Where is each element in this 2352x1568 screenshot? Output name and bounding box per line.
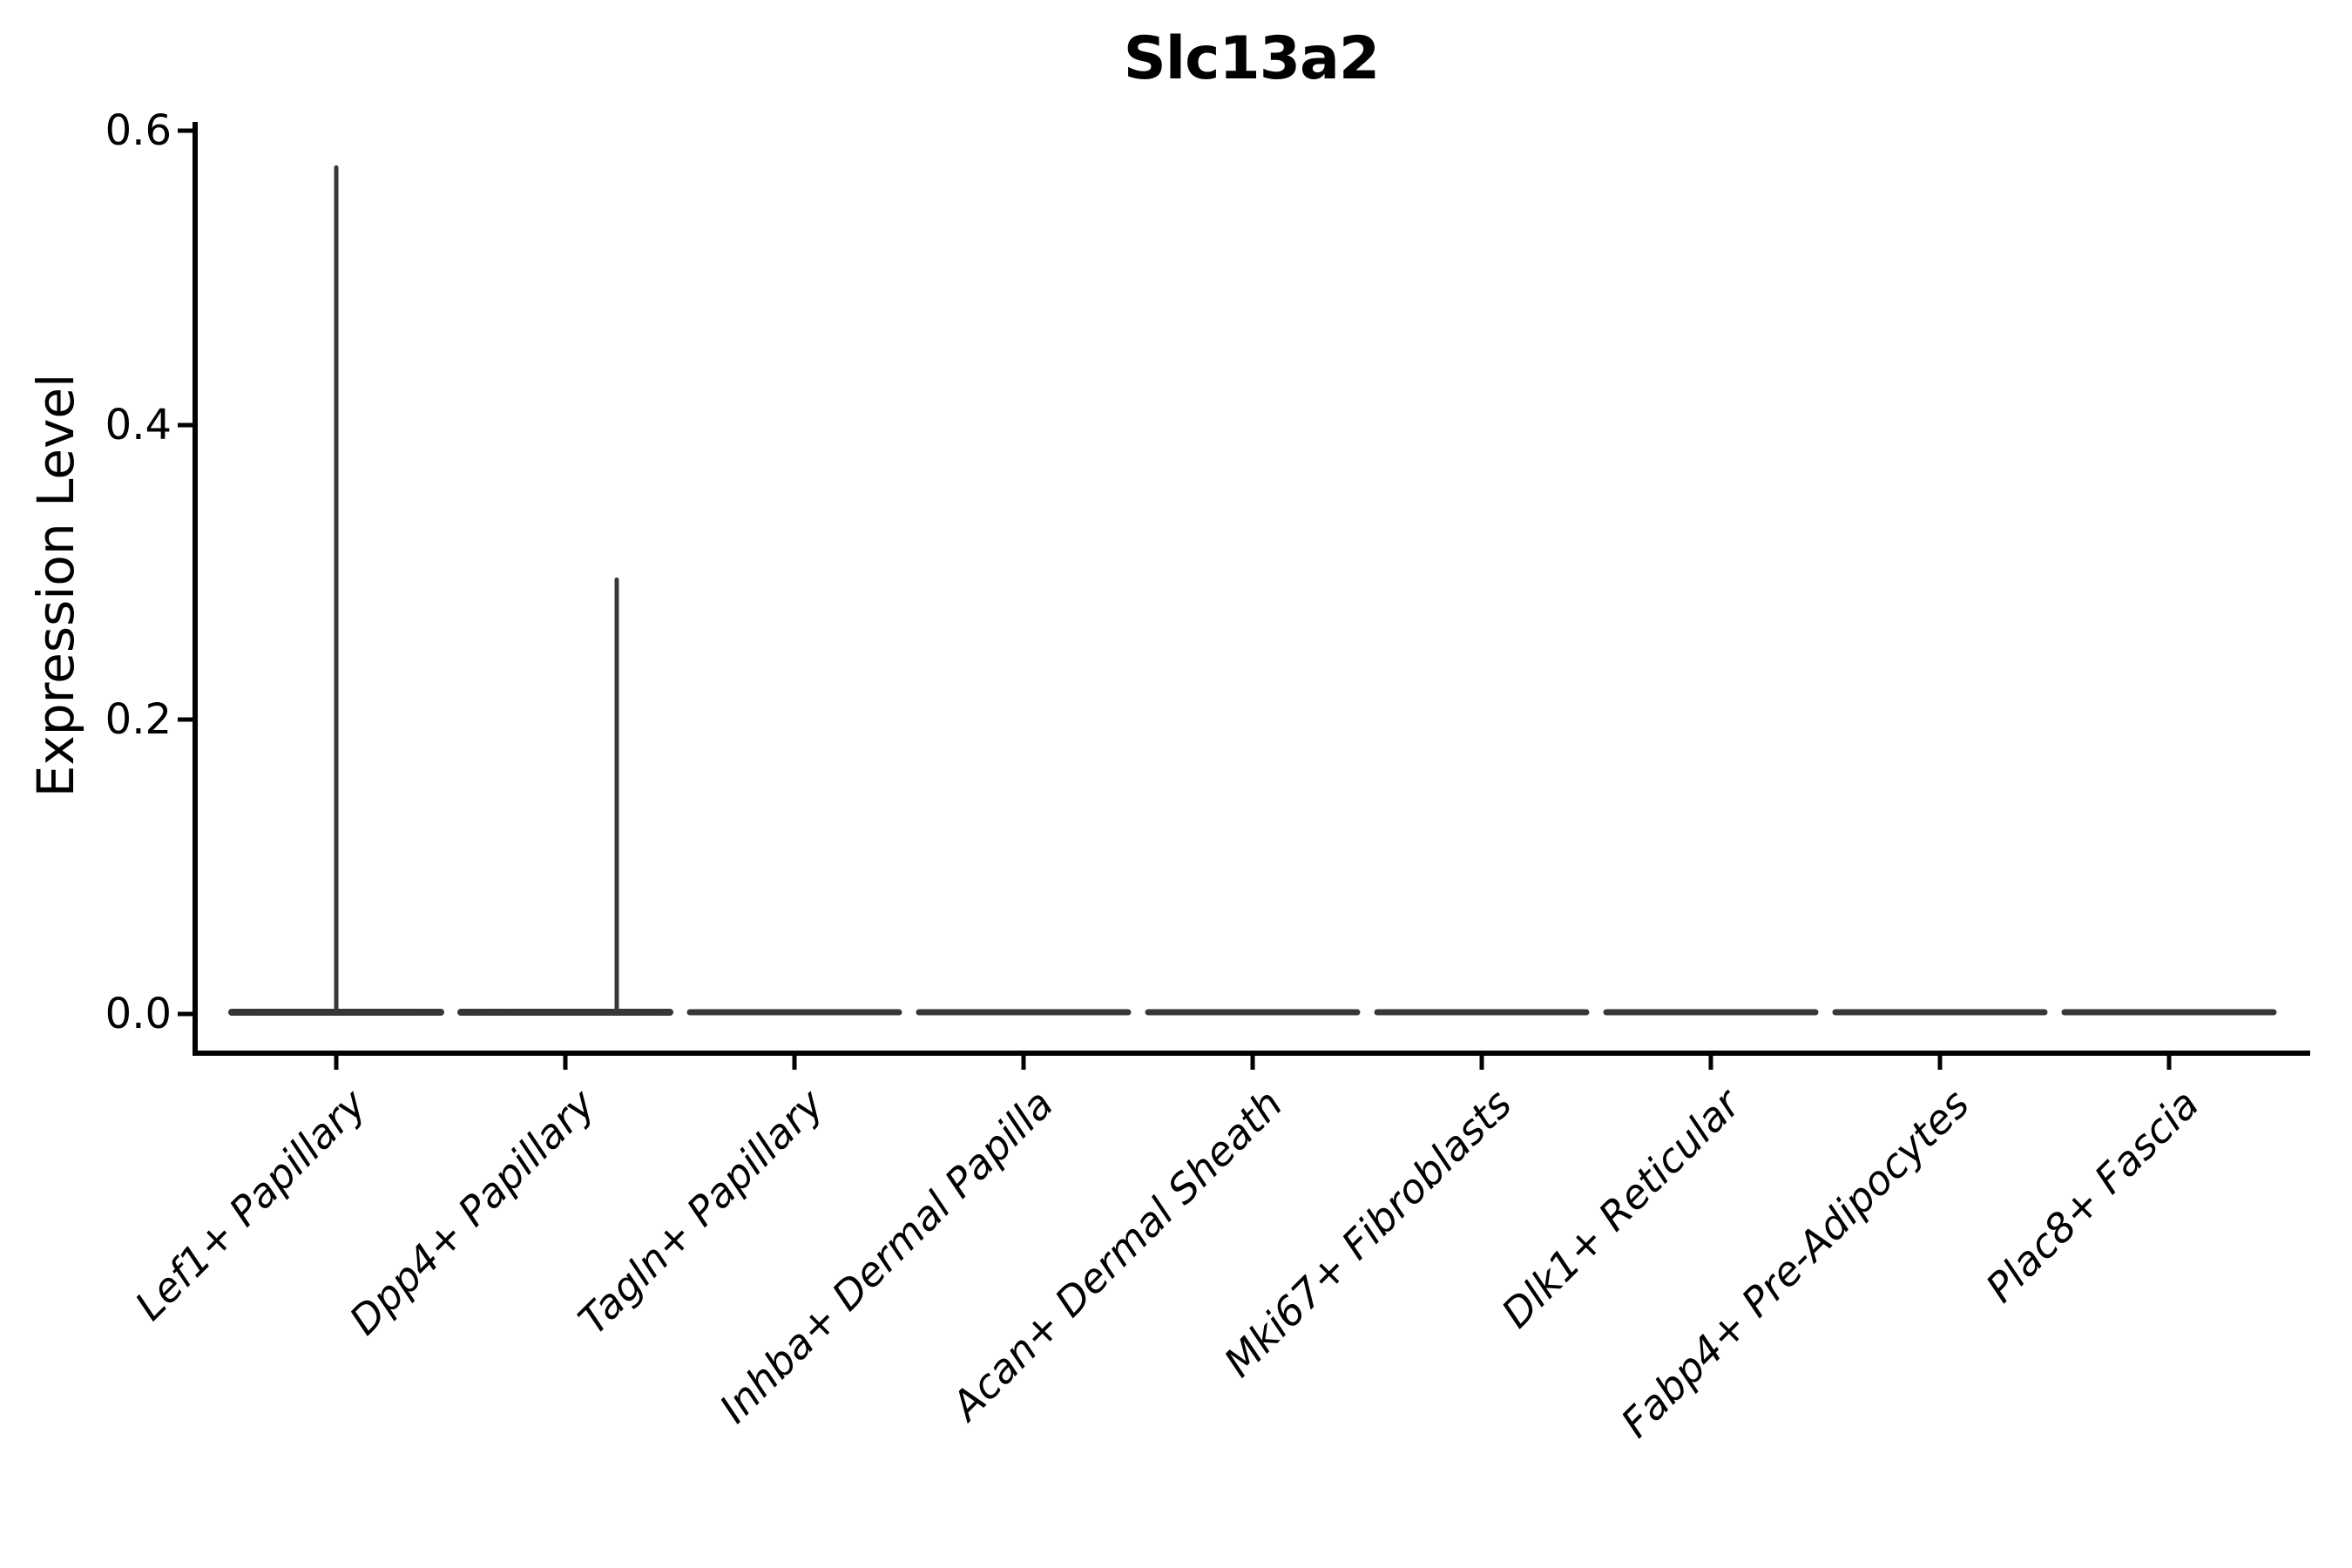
figure-title: Slc13a2	[1123, 24, 1380, 93]
y-tick-label: 0.0	[105, 990, 172, 1038]
y-axis-label: Expression Level	[26, 373, 85, 798]
y-tick-label: 0.2	[105, 695, 172, 744]
y-tick-label: 0.4	[105, 401, 172, 449]
y-tick-label: 0.6	[105, 106, 172, 155]
